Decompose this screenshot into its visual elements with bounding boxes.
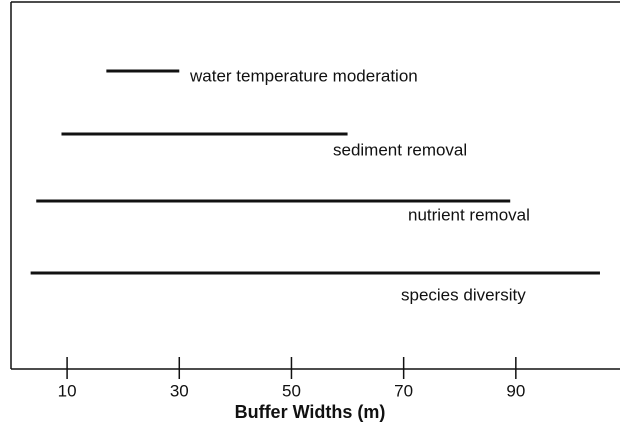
range-label: water temperature moderation [189,66,418,85]
x-tick-label: 70 [394,381,413,400]
x-tick-label: 90 [506,381,525,400]
x-tick-label: 50 [282,381,301,400]
x-tick-label: 10 [58,381,77,400]
range-label: nutrient removal [408,205,530,224]
x-axis-title: Buffer Widths (m) [235,402,386,422]
x-tick-label: 30 [170,381,189,400]
range-label: sediment removal [333,140,467,159]
range-label: species diversity [401,285,526,304]
